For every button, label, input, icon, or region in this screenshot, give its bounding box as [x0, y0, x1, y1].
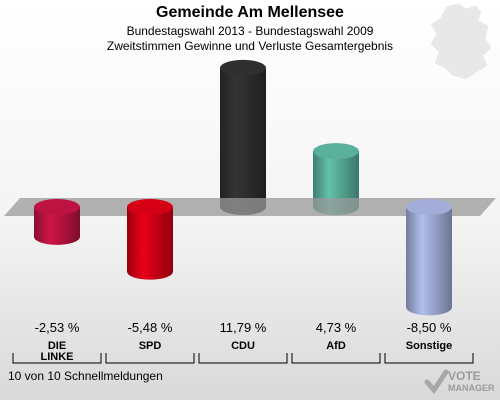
vote-manager-logo: VOTE MANAGER [424, 366, 500, 400]
germany-map-icon [429, 2, 493, 81]
status-text: 10 von 10 Schnellmeldungen [8, 369, 163, 383]
category-label-0: LINKE [41, 351, 74, 363]
logo-text-manager: MANAGER [448, 383, 495, 393]
category-label-1: SPD [139, 340, 162, 352]
bar-2 [220, 59, 266, 216]
checkmark-logo-icon [424, 369, 449, 395]
bar-0 [34, 199, 80, 245]
category-label-4: Sonstige [406, 340, 452, 352]
category-label-3: AfD [326, 340, 346, 352]
category-bracket-3 [291, 353, 381, 364]
category-bracket-1 [105, 353, 195, 364]
value-label-4: -8,50 % [407, 320, 452, 335]
chart-description: Zweitstimmen Gewinne und Verluste Gesamt… [106, 39, 394, 53]
value-label-1: -5,48 % [128, 320, 173, 335]
chart-title: Gemeinde Am Mellensee [156, 4, 344, 21]
value-label-2: 11,79 % [220, 320, 267, 335]
bar-4 [406, 199, 452, 316]
category-bracket-4 [384, 353, 474, 364]
value-label-0: -2,53 % [35, 320, 80, 335]
category-label-2: CDU [231, 340, 255, 352]
category-label-0: DIE [48, 340, 66, 352]
bar-1 [127, 199, 173, 280]
logo-text-vote: VOTE [448, 369, 481, 383]
category-bracket-2 [198, 353, 288, 364]
category-bracket-0 [12, 353, 102, 364]
value-label-3: 4,73 % [316, 320, 357, 335]
chart-subtitle: Bundestagswahl 2013 - Bundestagswahl 200… [126, 24, 374, 38]
